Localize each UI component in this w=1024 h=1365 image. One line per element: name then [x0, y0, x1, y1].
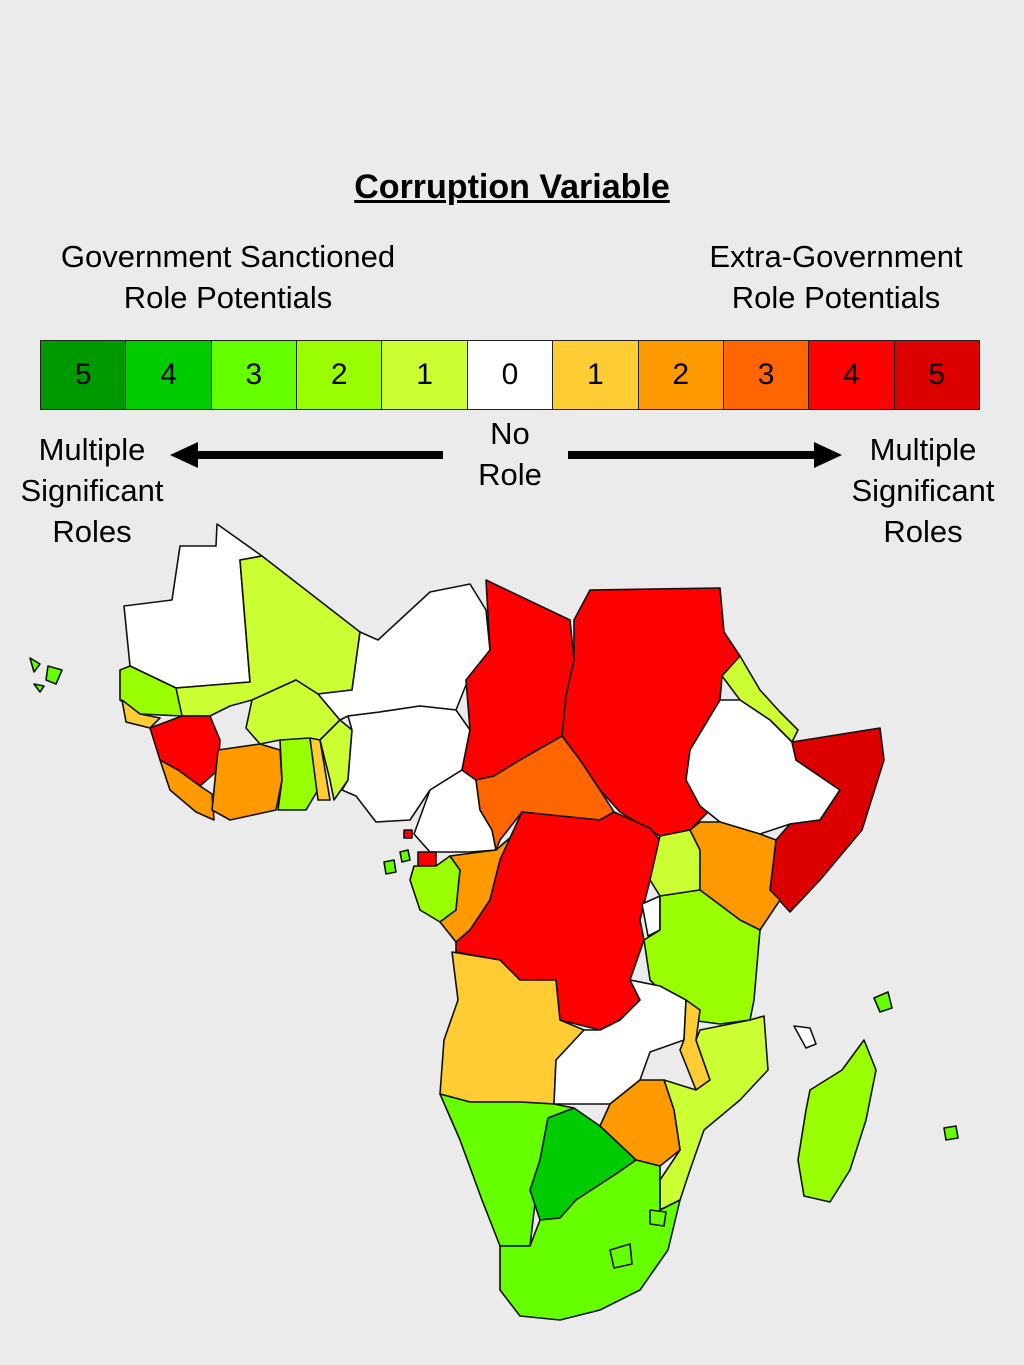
- left-end-line3: Roles: [52, 514, 132, 549]
- center-line1: No: [490, 416, 530, 451]
- country-south-africa: [499, 1159, 681, 1321]
- scale-cell: 4: [125, 341, 211, 409]
- island-seychelles: [873, 991, 893, 1013]
- left-end-line1: Multiple: [38, 432, 146, 467]
- scale-cell: 0: [466, 341, 553, 409]
- left-end-line2: Significant: [20, 473, 164, 508]
- right-heading-line2: Role Potentials: [731, 280, 941, 315]
- scale-cell: 5: [41, 341, 126, 409]
- country-rwanda-burundi: [641, 895, 661, 937]
- country-zambia: [553, 979, 687, 1105]
- scale-cell: 3: [210, 341, 297, 409]
- country-swaziland: [649, 1209, 667, 1227]
- country-gambia-guinea-bissau: [121, 699, 161, 729]
- country-togo-benin: [309, 737, 331, 801]
- right-end-line2: Significant: [851, 473, 995, 508]
- scale-cell: 1: [552, 341, 638, 409]
- right-end-line1: Multiple: [869, 432, 977, 467]
- left-heading: Government Sanctioned Role Potentials: [18, 236, 438, 318]
- left-arrow-icon: [170, 442, 443, 468]
- left-end-label: Multiple Significant Roles: [0, 429, 184, 552]
- country-western-sahara-mauritania: [123, 523, 263, 689]
- scale-cell: 3: [722, 341, 809, 409]
- center-line2: Role: [478, 457, 542, 492]
- island-mauritius: [943, 1125, 959, 1141]
- country-lesotho: [609, 1243, 633, 1269]
- country-nigeria: [341, 705, 471, 823]
- right-end-line3: Roles: [883, 514, 963, 549]
- left-heading-line1: Government Sanctioned: [60, 239, 396, 274]
- center-label: No Role: [454, 413, 566, 495]
- country-tanzania: [643, 889, 761, 1025]
- chart-title: Corruption Variable: [354, 168, 670, 206]
- country-madagascar: [797, 1039, 877, 1203]
- island-cape-verde: [29, 657, 63, 693]
- country-mozambique: [659, 1015, 769, 1211]
- color-scale-legend: 5 4 3 2 1 0 1 2 3 4 5: [40, 340, 980, 410]
- scale-cell: 5: [893, 341, 979, 409]
- island-comoros: [793, 1025, 817, 1049]
- country-cote-divoire: [211, 743, 283, 821]
- right-arrow-icon: [568, 442, 842, 468]
- right-heading: Extra-Government Role Potentials: [640, 236, 1024, 318]
- scale-cell: 2: [637, 341, 723, 409]
- right-end-label: Multiple Significant Roles: [830, 429, 1016, 552]
- left-heading-line2: Role Potentials: [123, 280, 333, 315]
- country-equatorial-guinea: [417, 851, 437, 867]
- scale-cell: 2: [296, 341, 382, 409]
- island-bioko: [403, 829, 413, 839]
- scale-cell: 4: [808, 341, 894, 409]
- scale-cell: 1: [381, 341, 467, 409]
- right-heading-line1: Extra-Government: [709, 239, 963, 274]
- island-sao-tome: [383, 849, 411, 875]
- country-kenya: [689, 821, 781, 931]
